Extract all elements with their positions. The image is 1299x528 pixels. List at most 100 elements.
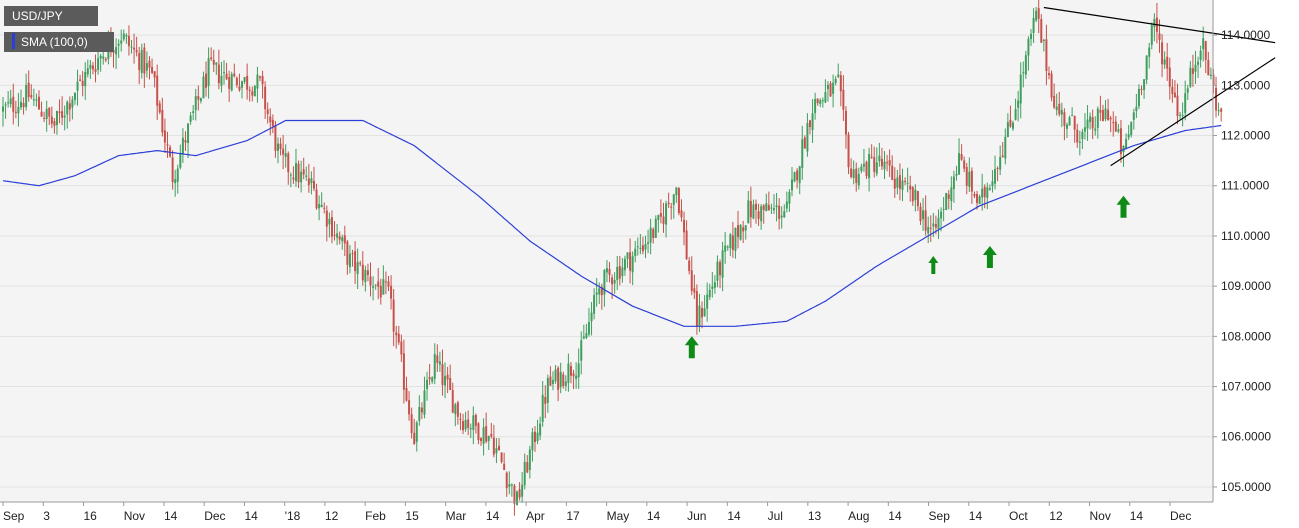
candle-body	[364, 269, 367, 283]
candle-body	[1158, 33, 1161, 40]
support-arrow-icon	[982, 246, 997, 268]
candle-body	[644, 244, 647, 250]
candle-body	[516, 491, 518, 506]
candle-body	[238, 86, 241, 91]
candle-body	[104, 58, 107, 61]
candle-body	[446, 374, 449, 380]
candle-body	[94, 69, 97, 72]
candle-body	[544, 396, 547, 404]
candle-body	[151, 66, 154, 73]
candle-body	[390, 285, 393, 299]
candle-body	[89, 64, 92, 69]
y-axis-ticks: 105.0000 106.0000 107.0000 108.0000 109.0000…	[1213, 28, 1271, 494]
candle-body	[1076, 129, 1079, 143]
candle-body	[415, 422, 418, 442]
symbol-legend: USD/JPY	[4, 6, 98, 26]
candle-body	[731, 235, 734, 250]
candle-body	[197, 96, 200, 100]
x-tick-label: Dec	[204, 509, 225, 523]
candle-body	[844, 110, 847, 135]
candle-body	[716, 261, 719, 281]
candle-body	[523, 461, 526, 486]
candle-body	[323, 207, 326, 209]
candle-body	[4, 104, 7, 106]
candle-body	[683, 219, 686, 233]
candle-body	[223, 72, 226, 74]
candle-body	[472, 415, 475, 431]
sma-line	[2, 119, 1222, 327]
candle-body	[891, 165, 894, 180]
candle-body	[528, 449, 531, 471]
candle-body	[1035, 10, 1038, 21]
candle-body	[929, 227, 932, 229]
candle-body	[603, 270, 606, 295]
candle-body	[647, 242, 650, 244]
candle-body	[248, 89, 251, 91]
candle-body	[659, 213, 662, 217]
candle-body	[860, 166, 863, 172]
candle-body	[276, 143, 279, 151]
candle-body	[680, 210, 683, 218]
candle-body	[17, 106, 20, 114]
candle-body	[1017, 100, 1020, 108]
candle-body	[1060, 109, 1063, 115]
candle-body	[808, 120, 811, 128]
candle-body	[665, 203, 668, 225]
candle-body	[505, 472, 508, 489]
candle-body	[235, 77, 238, 86]
candle-body	[289, 174, 292, 176]
x-tick-label: Oct	[1009, 509, 1028, 523]
candle-body	[803, 137, 806, 149]
candle-body	[940, 211, 943, 219]
y-tick-label: 108.0000	[1221, 329, 1271, 343]
candle-body	[241, 81, 244, 88]
candle-body	[215, 62, 218, 65]
candle-body	[662, 216, 665, 225]
candle-body	[220, 75, 223, 86]
candle-body	[919, 206, 922, 222]
candle-body	[176, 168, 179, 182]
candle-body	[1194, 64, 1197, 72]
candle-body	[893, 178, 896, 189]
candle-body	[842, 89, 845, 110]
candle-body	[266, 109, 269, 114]
candle-body	[747, 200, 750, 224]
candle-body	[1130, 122, 1133, 136]
candle-body	[873, 157, 876, 172]
candle-body	[490, 433, 493, 437]
candle-body	[1107, 109, 1110, 121]
candle-body	[1125, 138, 1128, 149]
candle-body	[629, 252, 632, 271]
candle-body	[1032, 18, 1035, 33]
candle-body	[988, 188, 991, 190]
candle-body	[518, 489, 521, 498]
candle-body	[942, 208, 945, 210]
candle-body	[595, 292, 598, 295]
candle-body	[482, 427, 485, 444]
candle-body	[526, 462, 529, 473]
candle-body	[161, 109, 164, 133]
candle-body	[194, 96, 197, 111]
candle-body	[212, 59, 215, 65]
candle-body	[927, 226, 930, 234]
candle-body	[135, 50, 138, 53]
candle-body	[978, 196, 981, 205]
candle-body	[1004, 136, 1007, 159]
candle-body	[1150, 25, 1153, 45]
candle-body	[631, 256, 634, 273]
candle-body	[269, 116, 272, 123]
candle-body	[76, 81, 79, 91]
y-tick-label: 114.0000	[1221, 28, 1270, 42]
candle-body	[695, 291, 698, 327]
candle-body	[826, 84, 829, 90]
candle-body	[1024, 55, 1027, 75]
candle-body	[829, 83, 832, 97]
candle-body	[73, 92, 76, 100]
candle-body	[521, 484, 524, 497]
candle-body	[382, 279, 385, 295]
candle-body	[1094, 128, 1097, 131]
candle-body	[734, 227, 737, 251]
trendline	[1110, 57, 1276, 167]
candle-body	[58, 111, 61, 113]
candle-body	[1163, 59, 1166, 65]
